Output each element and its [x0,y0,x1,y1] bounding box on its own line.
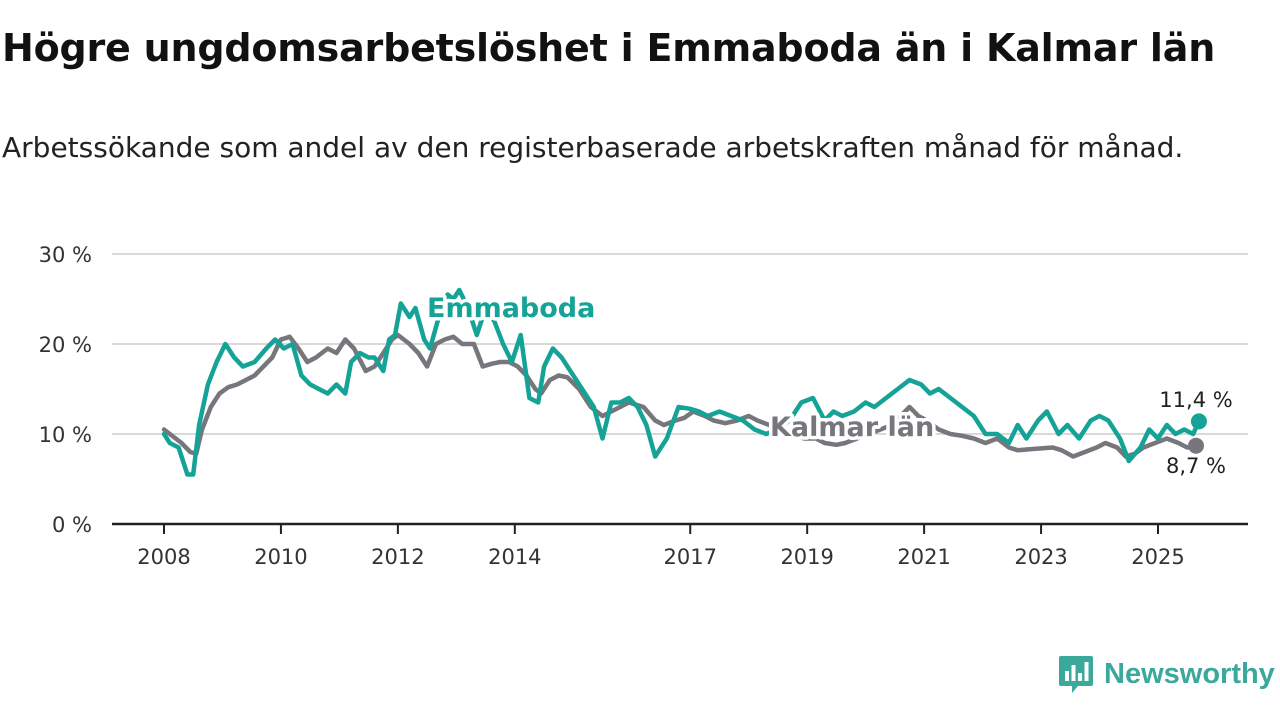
x-tick-label: 2021 [897,545,950,569]
newsworthy-chart-bubble-icon [1059,656,1093,693]
newsworthy-logo: Newsworthy [1058,654,1275,694]
x-tick-label: 2023 [1014,545,1067,569]
x-tick-label: 2008 [137,545,190,569]
emmaboda-end-dot [1190,413,1207,430]
page-title: Högre ungdomsarbetslöshet i Emmaboda än … [2,26,1216,70]
y-tick-label: 20 % [39,333,92,357]
brand-name: Newsworthy [1104,657,1275,690]
page-subtitle: Arbetssökande som andel av den registerb… [2,131,1184,164]
x-tick-label: 2010 [254,545,307,569]
x-tick-label: 2017 [664,545,717,569]
chart-labels: 0 % 10 % 20 % 30 % 2008 2010 2012 2014 2017 2019 2… [39,243,1236,569]
x-axis [112,522,1248,534]
kalmar-lan-end-dot [1188,437,1205,454]
y-tick-label: 0 % [52,513,92,537]
kalmar-lan-series-label: Kalmar län [770,412,934,443]
x-tick-label: 2025 [1131,545,1184,569]
emmaboda-series-label: Emmaboda [427,293,595,324]
series-lines [161,287,1207,477]
emmaboda-end-value: 11,4 % [1159,388,1232,412]
y-tick-label: 30 % [39,243,92,267]
x-tick-label: 2014 [488,545,541,569]
x-tick-label: 2012 [371,545,424,569]
emmaboda-line [161,287,1202,477]
y-tick-label: 10 % [39,423,92,447]
kalmar-lan-line [161,332,1199,459]
x-tick-label: 2019 [780,545,833,569]
kalmar-lan-end-value: 8,7 % [1166,454,1226,478]
